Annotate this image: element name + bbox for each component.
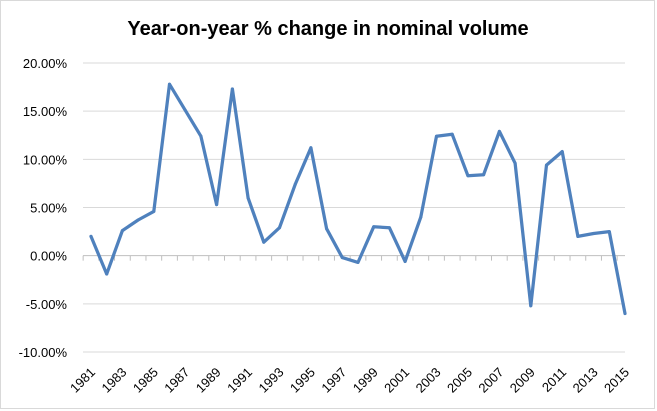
axes: [82, 255, 625, 261]
data-point: [450, 132, 454, 136]
data-point: [592, 232, 596, 236]
x-tick-label: 1985: [130, 365, 161, 396]
y-tick-label: 0.00%: [30, 249, 67, 264]
x-tick-label: 1981: [67, 365, 98, 396]
chart-title: Year-on-year % change in nominal volume: [127, 18, 528, 40]
data-point: [356, 260, 360, 264]
x-tick-label: 2001: [381, 365, 412, 396]
data-point: [183, 108, 187, 112]
x-tick-label: 2015: [601, 365, 632, 396]
x-tick-label: 1995: [287, 365, 318, 396]
x-tick-label: 2005: [444, 365, 475, 396]
data-point: [513, 161, 517, 165]
gridlines: [83, 62, 625, 353]
data-point: [89, 234, 93, 238]
data-point: [309, 146, 313, 150]
data-point: [387, 226, 391, 230]
x-tick-label: 1991: [224, 365, 255, 396]
data-point: [623, 311, 627, 315]
x-tick-label: 2003: [413, 365, 444, 396]
data-point: [325, 227, 329, 231]
y-tick-label: -10.00%: [19, 345, 68, 360]
x-tick-label: 1989: [193, 365, 224, 396]
data-point: [246, 196, 250, 200]
data-point: [262, 240, 266, 244]
data-point: [105, 272, 109, 276]
data-point: [560, 150, 564, 154]
data-point: [435, 134, 439, 138]
series-line: [89, 82, 627, 316]
data-point: [544, 163, 548, 167]
data-point: [120, 229, 124, 233]
x-tick-label: 1993: [256, 365, 287, 396]
data-point: [199, 134, 203, 138]
x-tick-label: 2009: [507, 365, 538, 396]
data-point: [152, 209, 156, 213]
data-point: [466, 174, 470, 178]
x-tick-label: 2007: [475, 365, 506, 396]
data-point: [277, 226, 281, 230]
data-point: [168, 82, 172, 86]
data-point: [607, 230, 611, 234]
x-axis-tick-labels: 1981 1983 1985 1987 1989 1991 1993 1995 1997 1999…: [67, 365, 632, 396]
data-point: [372, 225, 376, 229]
data-point: [482, 173, 486, 177]
data-point: [497, 129, 501, 133]
series-layer: [89, 82, 627, 316]
y-tick-label: 20.00%: [23, 56, 68, 71]
x-tick-label: 1987: [161, 365, 192, 396]
data-point: [293, 182, 297, 186]
data-point: [403, 259, 407, 263]
x-tick-label: 1983: [98, 365, 129, 396]
data-point: [419, 215, 423, 219]
y-tick-label: 5.00%: [30, 201, 67, 216]
x-tick-label: 2011: [539, 365, 569, 395]
x-tick-label: 1999: [350, 365, 381, 396]
y-tick-label: 10.00%: [23, 152, 68, 167]
data-point: [215, 203, 219, 207]
data-point: [529, 304, 533, 308]
data-point: [576, 234, 580, 238]
y-tick-label: 15.00%: [23, 104, 68, 119]
y-axis-tick-labels: 20.00% 15.00% 10.00% 5.00% 0.00% -5.00% -10.00…: [19, 56, 68, 360]
data-point: [136, 218, 140, 222]
x-tick-label: 2013: [570, 365, 601, 396]
y-tick-label: -5.00%: [26, 297, 68, 312]
x-tick-label: 1997: [318, 365, 349, 396]
data-point: [340, 256, 344, 260]
data-point: [230, 87, 234, 91]
